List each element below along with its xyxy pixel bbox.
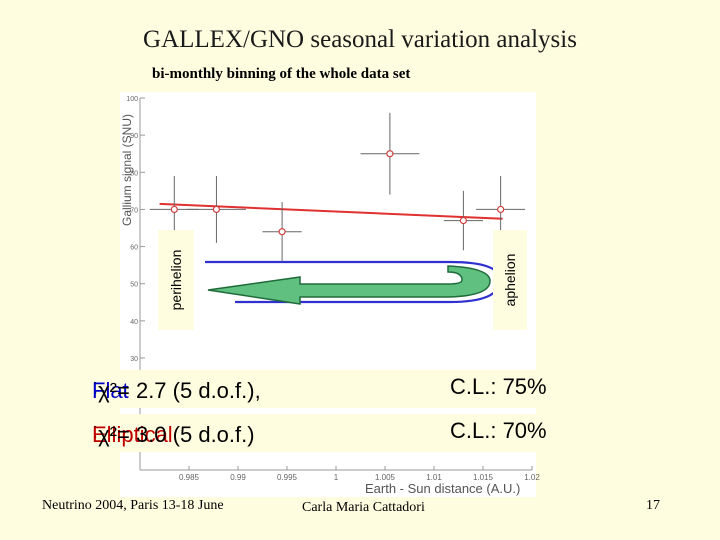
x-tick-label: 0.985 — [179, 473, 200, 482]
y-tick-label: 70 — [130, 207, 138, 214]
elliptical-chi2: χ²= 3.0 (5 d.o.f.) — [98, 422, 255, 447]
x-tick-label: 0.99 — [230, 473, 246, 482]
y-axis-label: Gallium signal (SNU) — [120, 113, 134, 227]
slide-title: GALLEX/GNO seasonal variation analysis — [143, 26, 577, 53]
y-tick-label: 40 — [130, 319, 138, 326]
data-point — [386, 150, 394, 158]
data-point — [278, 228, 286, 236]
y-tick-label: 100 — [126, 96, 138, 103]
data-point — [497, 205, 505, 214]
y-tick-label: 60 — [130, 245, 138, 252]
x-tick-label: 1.015 — [473, 473, 494, 482]
data-point — [170, 205, 178, 214]
y-tick-label: 90 — [130, 133, 138, 140]
footer-author: Carla Maria Cattadori — [302, 500, 425, 515]
elliptical-fit-line — [159, 202, 503, 220]
data-point — [212, 205, 221, 214]
elliptical-fit-stats: Elliptical: χ²= 3.0 (5 d.o.f.) C.L.: 70% — [88, 414, 572, 452]
perihelion-label-box: perihelion — [158, 230, 194, 330]
elliptical-label: Elliptical — [92, 422, 173, 447]
flat-cl: C.L.: 75% — [450, 374, 547, 399]
y-axis-label-box: Gallium signal (SNU) — [115, 100, 139, 240]
flat-fit-stats: Flat: χ²= 2.7 (5 d.o.f.), C.L.: 75% — [88, 370, 572, 408]
page-number: 17 — [646, 498, 660, 513]
y-tick-label: 80 — [130, 170, 138, 177]
x-tick-label: 1.005 — [375, 473, 396, 482]
flat-label: Flat — [92, 378, 129, 403]
x-axis-label: Earth - Sun distance (A.U.) — [365, 481, 521, 496]
y-tick-label: 30 — [130, 356, 138, 363]
x-tick-label: 1.01 — [426, 473, 442, 482]
y-tick-label: 50 — [130, 282, 138, 289]
perihelion-label: perihelion — [168, 249, 184, 311]
orbit-arrow — [207, 265, 491, 305]
elliptical-cl: C.L.: 70% — [450, 418, 547, 443]
aphelion-label-box: aphelion — [493, 230, 527, 330]
data-point — [459, 216, 467, 225]
footer-conference: Neutrino 2004, Paris 13-18 June — [42, 498, 224, 513]
x-tick-label: 0.995 — [277, 473, 298, 482]
x-tick-label: 1.02 — [524, 473, 540, 482]
slide-subtitle: bi-monthly binning of the whole data set — [152, 66, 411, 82]
x-tick-label: 1 — [334, 473, 339, 482]
aphelion-label: aphelion — [502, 253, 518, 307]
flat-chi2: χ²= 2.7 (5 d.o.f.), — [98, 378, 261, 403]
